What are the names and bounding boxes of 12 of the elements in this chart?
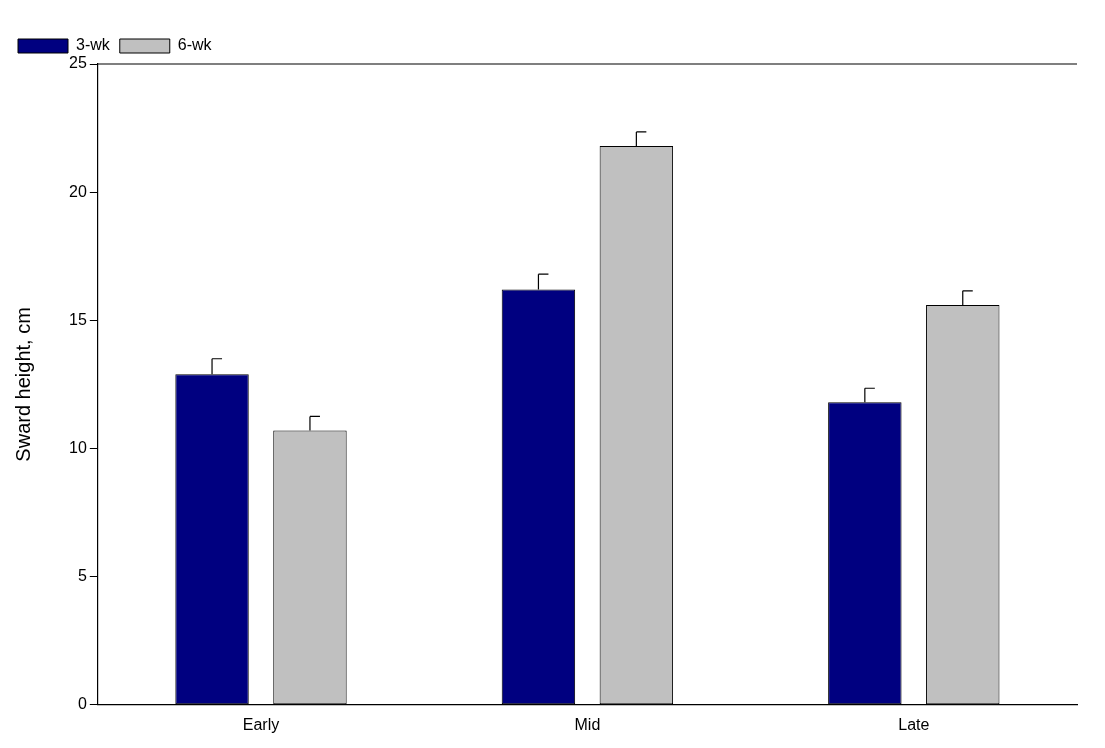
- y-tick-label: 25: [69, 54, 87, 72]
- x-tick-label: Mid: [574, 715, 601, 733]
- y-tick-label: 15: [69, 310, 87, 328]
- y-tick-label: 10: [69, 438, 87, 456]
- y-tick-label: 5: [77, 567, 87, 585]
- y-tick-label: 20: [69, 182, 87, 200]
- legend-label: 3-wk: [76, 36, 111, 54]
- y-axis-title: Sward height, cm: [11, 307, 34, 462]
- x-tick-label: Early: [242, 715, 280, 733]
- x-tick-label: Late: [898, 715, 930, 733]
- legend-label: 6-wk: [177, 36, 213, 54]
- y-tick-label: 0: [77, 695, 87, 713]
